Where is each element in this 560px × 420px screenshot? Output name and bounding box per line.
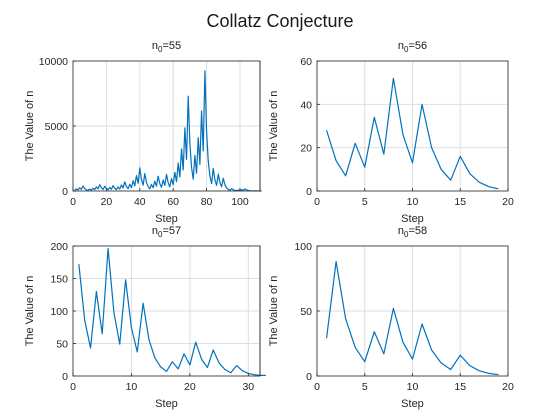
x-tick-label: 0 — [314, 196, 320, 208]
title-variable: n — [152, 40, 158, 52]
x-tick-label: 5 — [362, 196, 368, 208]
x-tick-label: 100 — [231, 196, 249, 208]
x-tick-label: 60 — [167, 196, 179, 208]
x-axis-label: Step — [401, 398, 424, 410]
x-tick-label: 20 — [184, 381, 196, 393]
y-tick-label: 0 — [306, 371, 312, 383]
y-tick-label: 50 — [300, 306, 312, 318]
title-value: =58 — [408, 225, 427, 237]
x-tick-label: 80 — [201, 196, 213, 208]
title-variable: n — [398, 225, 404, 237]
x-tick-label: 15 — [454, 196, 466, 208]
y-axis-label: The Value of n — [268, 91, 280, 162]
series-line-1 — [325, 77, 499, 190]
series-line-1 — [325, 261, 499, 376]
x-tick-label: 0 — [70, 196, 76, 208]
x-tick-label: 0 — [70, 381, 76, 393]
title-value: =55 — [162, 40, 181, 52]
y-axis-label: The Value of n — [268, 276, 280, 347]
series-line-1 — [78, 248, 266, 376]
subplot-title: n0=58 — [398, 225, 427, 239]
title-subscript: 0 — [158, 45, 163, 54]
x-tick-label: 10 — [407, 196, 419, 208]
y-tick-label: 60 — [300, 56, 312, 68]
y-tick-label: 200 — [50, 241, 68, 253]
y-tick-label: 5000 — [45, 121, 69, 133]
x-tick-label: 15 — [454, 381, 466, 393]
x-tick-label: 0 — [314, 381, 320, 393]
y-tick-label: 100 — [50, 306, 68, 318]
y-tick-label: 10000 — [39, 56, 68, 68]
x-axis-label: Step — [155, 213, 178, 225]
y-tick-label: 0 — [62, 371, 68, 383]
subplot-title: n0=56 — [398, 40, 427, 54]
title-variable: n — [152, 225, 158, 237]
title-variable: n — [398, 40, 404, 52]
x-tick-label: 20 — [502, 196, 514, 208]
subplot-title: n0=55 — [152, 40, 181, 54]
x-tick-label: 10 — [126, 381, 138, 393]
y-tick-label: 0 — [306, 186, 312, 198]
title-value: =57 — [162, 225, 181, 237]
x-tick-label: 40 — [134, 196, 146, 208]
y-axis-label: The Value of n — [24, 91, 36, 162]
y-tick-label: 40 — [300, 99, 312, 111]
title-subscript: 0 — [404, 45, 409, 54]
y-tick-label: 50 — [56, 339, 68, 351]
x-axis-label: Step — [401, 213, 424, 225]
figure-title: Collatz Conjecture — [206, 11, 353, 31]
subplot-title: n0=57 — [152, 225, 181, 239]
title-subscript: 0 — [404, 230, 409, 239]
y-tick-label: 150 — [50, 274, 68, 286]
x-tick-label: 30 — [242, 381, 254, 393]
y-tick-label: 20 — [300, 143, 312, 155]
x-tick-label: 20 — [101, 196, 113, 208]
x-axis-label: Step — [155, 398, 178, 410]
y-axis-label: The Value of n — [24, 276, 36, 347]
title-value: =56 — [408, 40, 427, 52]
series-line-1 — [74, 70, 262, 192]
y-tick-label: 100 — [294, 241, 312, 253]
title-subscript: 0 — [158, 230, 163, 239]
x-tick-label: 10 — [407, 381, 419, 393]
x-tick-label: 5 — [362, 381, 368, 393]
y-tick-label: 0 — [62, 186, 68, 198]
x-tick-label: 20 — [502, 381, 514, 393]
